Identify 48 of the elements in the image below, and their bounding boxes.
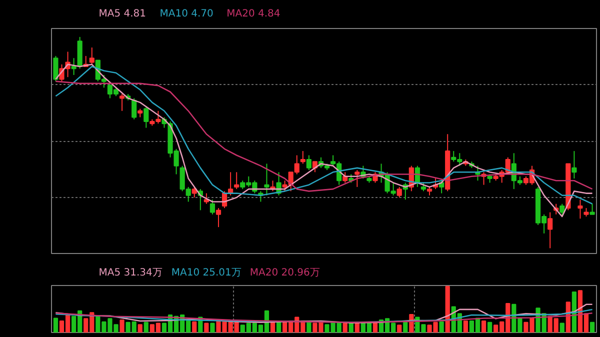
candlestick [132,98,137,120]
bar [120,320,124,332]
text: MA5 4.81 [98,8,146,20]
text: MA10 4.70 [160,8,214,20]
candlestick [234,172,240,190]
bar [481,320,486,332]
bar [276,321,282,332]
candlestick [300,150,306,164]
bar [403,322,408,332]
candlestick [572,150,577,179]
candlestick [210,199,216,215]
candlestick [119,93,125,112]
bar [138,324,142,332]
candlestick [53,55,58,82]
bar [306,322,312,332]
bar [560,322,564,332]
candlestick [548,212,553,249]
text: MA10 25.01万 [171,268,242,278]
bar [487,322,492,332]
candlestick [560,203,565,218]
text: MA20 20.96万 [250,268,320,278]
bar [590,322,595,332]
bar [397,324,402,332]
candlestick [144,106,149,128]
candlestick [590,203,595,215]
bar [53,318,58,332]
candlestick [71,58,76,76]
candlestick [264,163,270,196]
candlestick [216,208,222,228]
bar [348,322,354,332]
candlestick [396,186,402,198]
candlestick [354,170,360,188]
bar [192,321,197,332]
bar [270,322,276,332]
bar [439,321,444,332]
bar [144,322,148,332]
candlestick [578,199,583,220]
bar [204,322,209,332]
bar [372,322,378,332]
bar [210,322,215,332]
candlestick [192,186,197,198]
bar [445,286,450,332]
bar [463,320,468,332]
text: MA20 4.84 [226,8,280,20]
text: MA5 31.34万 [98,268,162,278]
candlestick [306,154,312,171]
bar [342,322,348,332]
candlestick [89,47,94,65]
